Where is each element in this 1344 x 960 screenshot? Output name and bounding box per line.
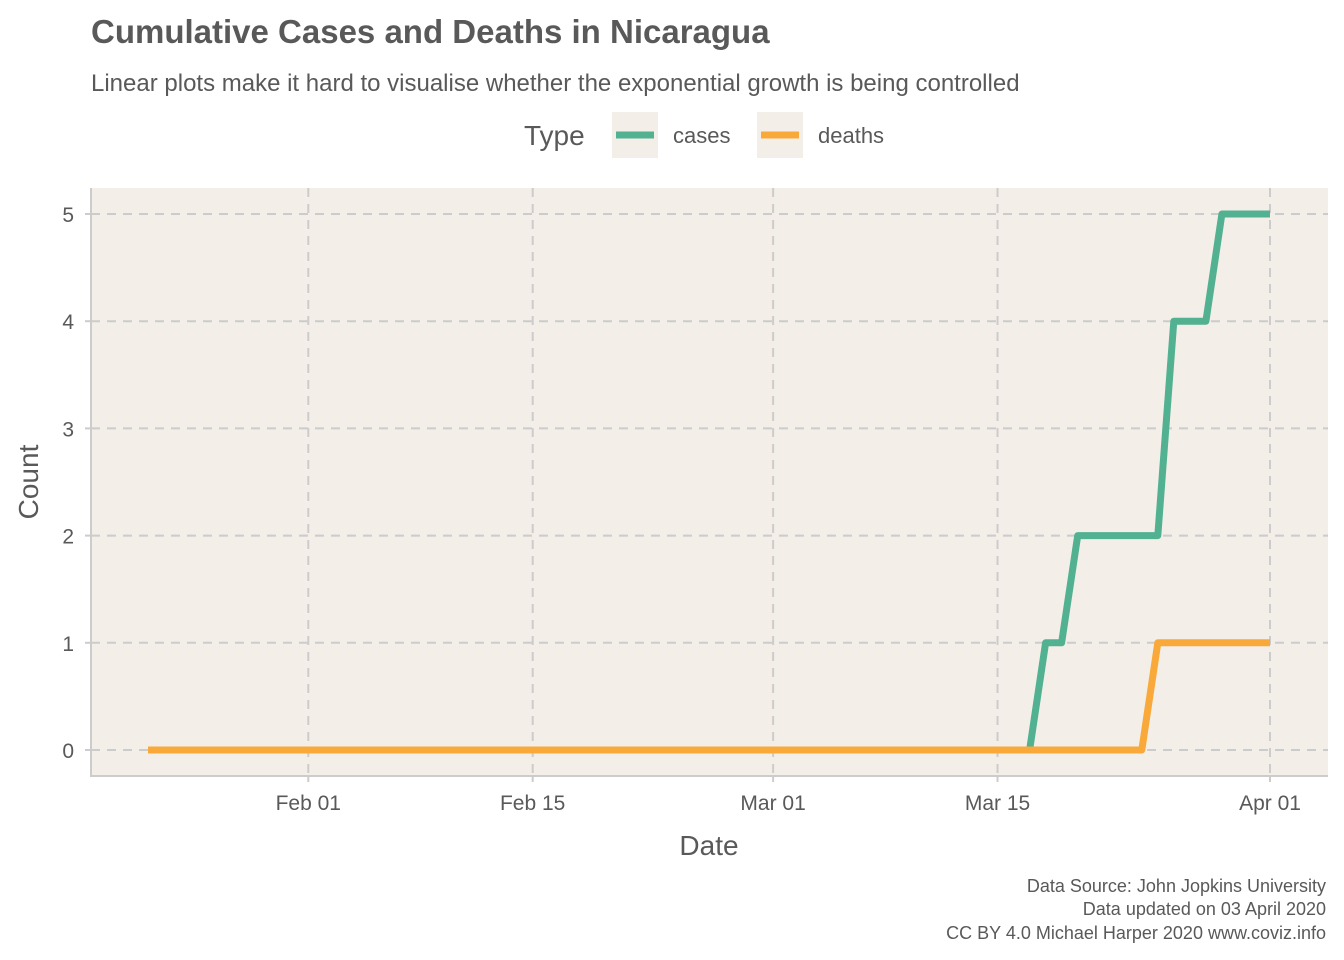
x-tick-label: Feb 01 bbox=[276, 792, 341, 815]
x-tick-label: Feb 15 bbox=[500, 792, 565, 815]
y-tick-label: 0 bbox=[62, 740, 74, 763]
series-line-cases bbox=[148, 210, 1270, 754]
legend-item-cases: cases bbox=[612, 112, 730, 158]
series-line-deaths bbox=[148, 639, 1270, 754]
y-axis-ticks: 0 1 2 3 4 5 bbox=[62, 204, 91, 763]
legend-item-deaths: deaths bbox=[757, 112, 884, 158]
y-tick-label: 3 bbox=[62, 418, 74, 441]
legend-label-deaths: deaths bbox=[818, 123, 884, 148]
y-tick-label: 4 bbox=[62, 311, 74, 334]
chart-subtitle: Linear plots make it hard to visualise w… bbox=[91, 70, 1020, 97]
legend: Type cases deaths bbox=[524, 112, 884, 158]
y-tick-label: 1 bbox=[62, 633, 74, 656]
caption-updated: Data updated on 03 April 2020 bbox=[1083, 899, 1326, 919]
caption-source: Data Source: John Jopkins University bbox=[1027, 876, 1326, 896]
x-tick-label: Mar 15 bbox=[965, 792, 1030, 815]
x-tick-label: Apr 01 bbox=[1239, 792, 1301, 815]
y-tick-label: 5 bbox=[62, 204, 74, 227]
x-axis-ticks: Feb 01 Feb 15 Mar 01 Mar 15 Apr 01 bbox=[276, 776, 1301, 815]
x-axis-title: Date bbox=[679, 830, 738, 861]
data-series bbox=[148, 210, 1270, 754]
plot-panel bbox=[91, 188, 1328, 775]
legend-label-cases: cases bbox=[673, 123, 730, 148]
legend-title: Type bbox=[524, 120, 585, 151]
y-tick-label: 2 bbox=[62, 526, 74, 549]
y-axis-title: Count bbox=[13, 444, 44, 519]
caption: Data Source: John Jopkins University Dat… bbox=[946, 876, 1326, 943]
x-tick-label: Mar 01 bbox=[740, 792, 805, 815]
chart-title: Cumulative Cases and Deaths in Nicaragua bbox=[91, 13, 770, 50]
caption-license: CC BY 4.0 Michael Harper 2020 www.coviz.… bbox=[946, 923, 1326, 943]
